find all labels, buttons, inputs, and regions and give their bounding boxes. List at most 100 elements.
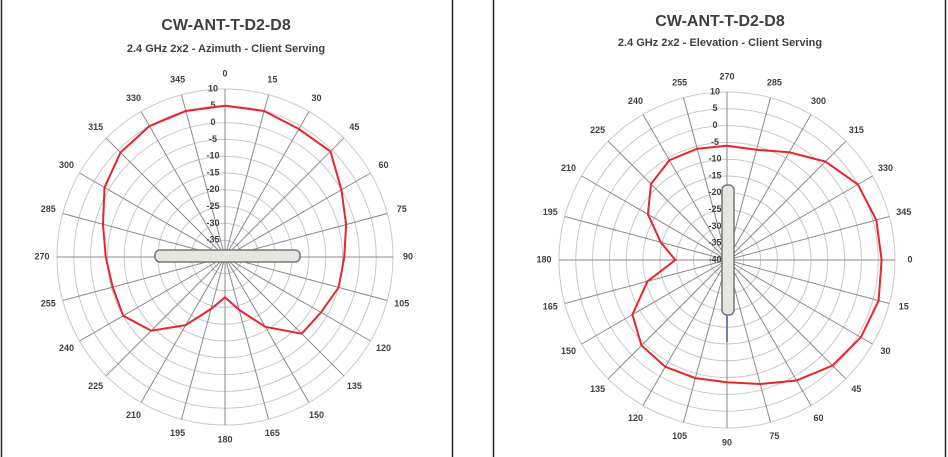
- angle-label: 135: [347, 381, 362, 391]
- r-tick-label: 5: [210, 100, 215, 110]
- angle-label: 270: [34, 251, 49, 261]
- angle-label: 120: [628, 413, 643, 423]
- r-tick-label: -35: [206, 235, 219, 245]
- angle-label: 345: [896, 207, 911, 217]
- r-tick-label: 5: [712, 103, 717, 113]
- angle-label: 225: [88, 381, 103, 391]
- spoke: [726, 216, 890, 261]
- r-tick-label: -15: [206, 167, 219, 177]
- r-tick-label: -10: [708, 154, 721, 164]
- spoke: [224, 256, 388, 301]
- angle-label: 0: [222, 68, 227, 78]
- spoke: [726, 114, 812, 261]
- r-tick-label: -15: [708, 170, 721, 180]
- angle-label: 75: [397, 204, 407, 214]
- spoke: [105, 256, 226, 377]
- spoke: [224, 137, 345, 258]
- angle-label: 105: [672, 431, 687, 441]
- r-tick-label: 10: [710, 86, 720, 96]
- spoke: [224, 256, 269, 420]
- angle-label: 315: [88, 122, 103, 132]
- chart-title: CW-ANT-T-D2-D8: [655, 13, 785, 30]
- angle-label: 225: [590, 125, 605, 135]
- r-tick-label: -35: [708, 238, 721, 248]
- spoke: [224, 256, 345, 377]
- angle-label: 15: [899, 302, 909, 312]
- angle-label: 300: [811, 96, 826, 106]
- spoke: [726, 175, 873, 261]
- angle-label: 195: [543, 207, 558, 217]
- angle-label: 165: [543, 302, 558, 312]
- spoke: [79, 256, 226, 342]
- antenna-image: [154, 184, 735, 342]
- spoke: [79, 172, 226, 258]
- angle-label: 30: [311, 93, 321, 103]
- angle-label: 240: [59, 343, 74, 353]
- angle-label: 255: [672, 78, 687, 88]
- angle-label: 150: [309, 410, 324, 420]
- angle-label: 285: [767, 78, 782, 88]
- angle-label: 150: [561, 346, 576, 356]
- r-tick-label: -20: [206, 184, 219, 194]
- spoke: [642, 259, 728, 406]
- pattern-line: [101, 104, 348, 335]
- spoke: [581, 175, 728, 261]
- spoke: [224, 256, 310, 403]
- r-tick-label: -40: [708, 254, 721, 264]
- angle-label: 60: [378, 160, 388, 170]
- spoke: [564, 259, 728, 304]
- r-tick-label: 0: [210, 117, 215, 127]
- angle-label: 135: [590, 384, 605, 394]
- angle-label: 165: [265, 428, 280, 438]
- angle-label: 210: [126, 410, 141, 420]
- r-tick-label: -30: [708, 221, 721, 231]
- panel-frame: [0, 0, 454, 457]
- spoke: [140, 111, 226, 258]
- spoke: [224, 172, 371, 258]
- spoke: [581, 259, 728, 345]
- spoke: [642, 114, 728, 261]
- angle-label: 30: [880, 346, 890, 356]
- angle-label: 90: [403, 251, 413, 261]
- angle-label: 195: [170, 428, 185, 438]
- chart-subtitle: 2.4 GHz 2x2 - Azimuth - Client Serving: [127, 43, 325, 55]
- r-tick-label: -25: [206, 201, 219, 211]
- spoke: [607, 259, 728, 380]
- angle-label: 0: [907, 254, 912, 264]
- angle-label: 285: [41, 204, 56, 214]
- angle-label: 330: [878, 163, 893, 173]
- chart-title: CW-ANT-T-D2-D8: [161, 17, 291, 34]
- panel-frame: [492, 0, 947, 457]
- angle-label: 45: [349, 122, 359, 132]
- chart-subtitle: 2.4 GHz 2x2 - Elevation - Client Serving: [618, 37, 822, 49]
- spoke: [224, 94, 269, 258]
- spoke: [607, 140, 728, 261]
- spoke: [181, 94, 226, 258]
- angle-label: 45: [851, 384, 861, 394]
- spoke: [726, 259, 847, 380]
- spoke: [224, 256, 371, 342]
- angle-label: 345: [170, 75, 185, 85]
- r-tick-label: -20: [708, 187, 721, 197]
- r-tick-label: -10: [206, 151, 219, 161]
- angle-label: 75: [769, 431, 779, 441]
- angle-label: 270: [719, 71, 734, 81]
- polar-chart: 2702853003153303450153045607590105120135…: [536, 71, 912, 447]
- angle-label: 60: [813, 413, 823, 423]
- spoke: [726, 259, 890, 304]
- angle-label: 240: [628, 96, 643, 106]
- r-tick-label: -5: [209, 134, 217, 144]
- spoke: [564, 216, 728, 261]
- angle-label: 180: [536, 254, 551, 264]
- spoke: [140, 256, 226, 403]
- angle-label: 120: [376, 343, 391, 353]
- r-tick-label: 10: [208, 83, 218, 93]
- spoke: [62, 256, 226, 301]
- angle-label: 255: [41, 299, 56, 309]
- r-tick-label: -5: [711, 137, 719, 147]
- r-tick-label: -30: [206, 218, 219, 228]
- angle-label: 210: [561, 163, 576, 173]
- angle-label: 105: [394, 299, 409, 309]
- angle-label: 330: [126, 93, 141, 103]
